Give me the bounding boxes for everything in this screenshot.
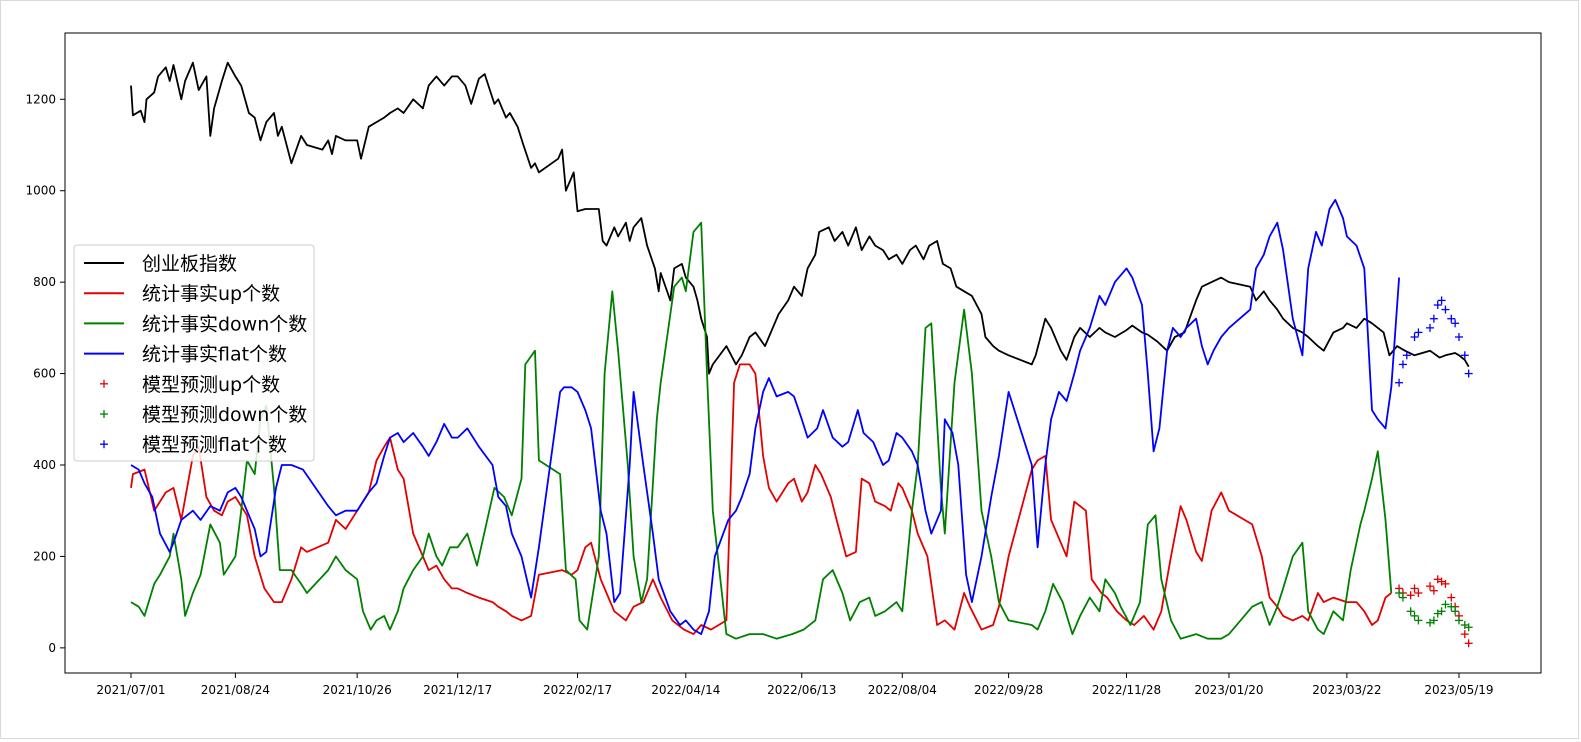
legend-entry: 统计事实up个数 xyxy=(84,283,280,305)
prediction-marker xyxy=(1414,616,1423,625)
prediction-marker xyxy=(1437,607,1446,616)
prediction-marker xyxy=(1455,616,1463,625)
prediction-marker xyxy=(1447,602,1456,611)
prediction-marker xyxy=(1398,593,1407,602)
y-tick-label: 800 xyxy=(33,275,56,289)
y-tick-label: 0 xyxy=(48,641,56,655)
series-line-0 xyxy=(130,61,1470,375)
prediction-marker xyxy=(1433,301,1442,309)
x-tick-label: 2021/10/26 xyxy=(323,683,392,697)
prediction-marker xyxy=(1429,314,1438,323)
prediction-marker xyxy=(1426,323,1435,332)
x-tick-label: 2021/12/17 xyxy=(423,683,492,697)
prediction-marker xyxy=(1441,305,1450,314)
legend-label: 创业板指数 xyxy=(142,253,237,275)
y-axis: 0 200 400 600 800 1000 1200 xyxy=(25,92,65,655)
x-axis: 2021/07/01 2021/08/24 2021/10/26 2021/12/17… xyxy=(96,673,1494,697)
y-tick-label: 1000 xyxy=(25,184,56,198)
prediction-marker xyxy=(1414,589,1423,597)
prediction-marker xyxy=(1426,582,1435,591)
prediction-marker xyxy=(1464,639,1473,648)
x-tick-label: 2023/03/22 xyxy=(1312,683,1381,697)
prediction-marker xyxy=(1410,584,1419,593)
prediction-marker xyxy=(1410,611,1419,620)
prediction-marker xyxy=(1455,333,1463,341)
legend-label: 模型预测up个数 xyxy=(142,374,280,396)
series-layer xyxy=(130,61,1473,648)
prediction-marker xyxy=(1441,579,1450,588)
legend-marker-swatch xyxy=(100,410,108,418)
legend-label: 模型预测down个数 xyxy=(142,404,307,426)
legend-box xyxy=(73,244,315,462)
prediction-marker xyxy=(1441,600,1450,609)
prediction-marker xyxy=(1460,630,1469,639)
y-tick-label: 600 xyxy=(33,367,56,381)
x-tick-label: 2022/06/13 xyxy=(767,683,836,697)
prediction-marker xyxy=(1460,351,1469,360)
y-tick-label: 1200 xyxy=(25,92,56,106)
y-tick-label: 400 xyxy=(33,458,56,472)
x-tick-label: 2022/02/17 xyxy=(543,683,612,697)
legend-entry: 模型预测up个数 xyxy=(100,374,280,396)
prediction-marker xyxy=(1398,360,1407,369)
prediction-marker xyxy=(1406,591,1415,600)
y-tick-label: 200 xyxy=(33,549,56,563)
legend-entry: 模型预测flat个数 xyxy=(100,434,287,456)
prediction-marker xyxy=(1437,296,1446,305)
legend-entry: 统计事实flat个数 xyxy=(84,344,287,366)
prediction-marker xyxy=(1406,607,1415,616)
prediction-marker xyxy=(1395,589,1404,597)
legend-label: 统计事实down个数 xyxy=(142,313,307,335)
legend-entry: 创业板指数 xyxy=(84,253,237,275)
prediction-marker xyxy=(1451,607,1460,616)
x-tick-label: 2023/01/20 xyxy=(1194,683,1263,697)
x-tick-label: 2021/07/01 xyxy=(96,683,165,697)
series-line-2 xyxy=(130,221,1393,640)
prediction-marker xyxy=(1464,369,1473,378)
prediction-marker xyxy=(1429,586,1438,595)
prediction-marker xyxy=(1414,328,1423,337)
prediction-marker xyxy=(1447,314,1456,323)
prediction-marker xyxy=(1429,616,1438,625)
x-tick-label: 2022/04/14 xyxy=(651,683,720,697)
series-line-1 xyxy=(130,363,1392,635)
x-tick-label: 2022/11/28 xyxy=(1092,683,1161,697)
legend-label: 统计事实up个数 xyxy=(142,283,280,305)
legend: 创业板指数统计事实up个数统计事实down个数统计事实flat个数模型预测up个… xyxy=(73,244,315,462)
prediction-marker xyxy=(1402,351,1411,360)
legend-marker-swatch xyxy=(100,440,108,449)
prediction-marker xyxy=(1395,378,1404,387)
legend-label: 统计事实flat个数 xyxy=(142,344,287,366)
prediction-marker xyxy=(1447,593,1456,602)
x-tick-label: 2021/08/24 xyxy=(201,683,270,697)
legend-entry: 模型预测down个数 xyxy=(100,404,307,426)
prediction-marker xyxy=(1451,319,1460,328)
x-tick-label: 2022/09/28 xyxy=(974,683,1043,697)
x-tick-label: 2023/05/19 xyxy=(1424,683,1493,697)
x-tick-label: 2022/08/04 xyxy=(868,683,937,697)
legend-entry: 统计事实down个数 xyxy=(84,313,307,335)
series-line-3 xyxy=(130,199,1400,635)
legend-marker-swatch xyxy=(100,379,108,388)
legend-label: 模型预测flat个数 xyxy=(142,434,287,456)
prediction-marker xyxy=(1410,333,1419,341)
prediction-marker xyxy=(1464,623,1473,632)
